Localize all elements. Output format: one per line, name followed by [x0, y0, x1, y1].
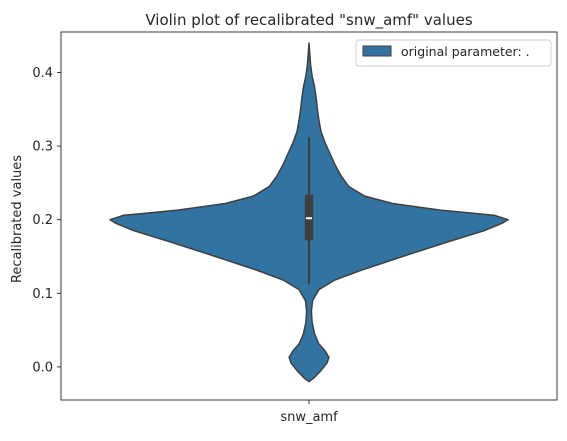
axis-ticks: 0.0 0.1 0.2 0.3 0.4 snw_amf: [32, 66, 338, 425]
y-tick-label: 0.3: [32, 140, 53, 155]
x-tick-label: snw_amf: [280, 410, 338, 425]
y-tick-label: 0.4: [32, 66, 53, 81]
y-tick-label: 0.2: [32, 213, 53, 228]
y-tick-label: 0.0: [32, 360, 53, 375]
plot-area: [109, 42, 509, 383]
y-tick-label: 0.1: [32, 287, 53, 302]
legend-frame: [355, 39, 552, 67]
legend[interactable]: original parameter: .: [355, 39, 552, 67]
chart-title: Violin plot of recalibrated "snw_amf" va…: [145, 11, 472, 30]
y-axis-title: Recalibrated values: [10, 155, 25, 283]
legend-label: original parameter: .: [401, 44, 530, 59]
legend-swatch: [362, 45, 392, 57]
